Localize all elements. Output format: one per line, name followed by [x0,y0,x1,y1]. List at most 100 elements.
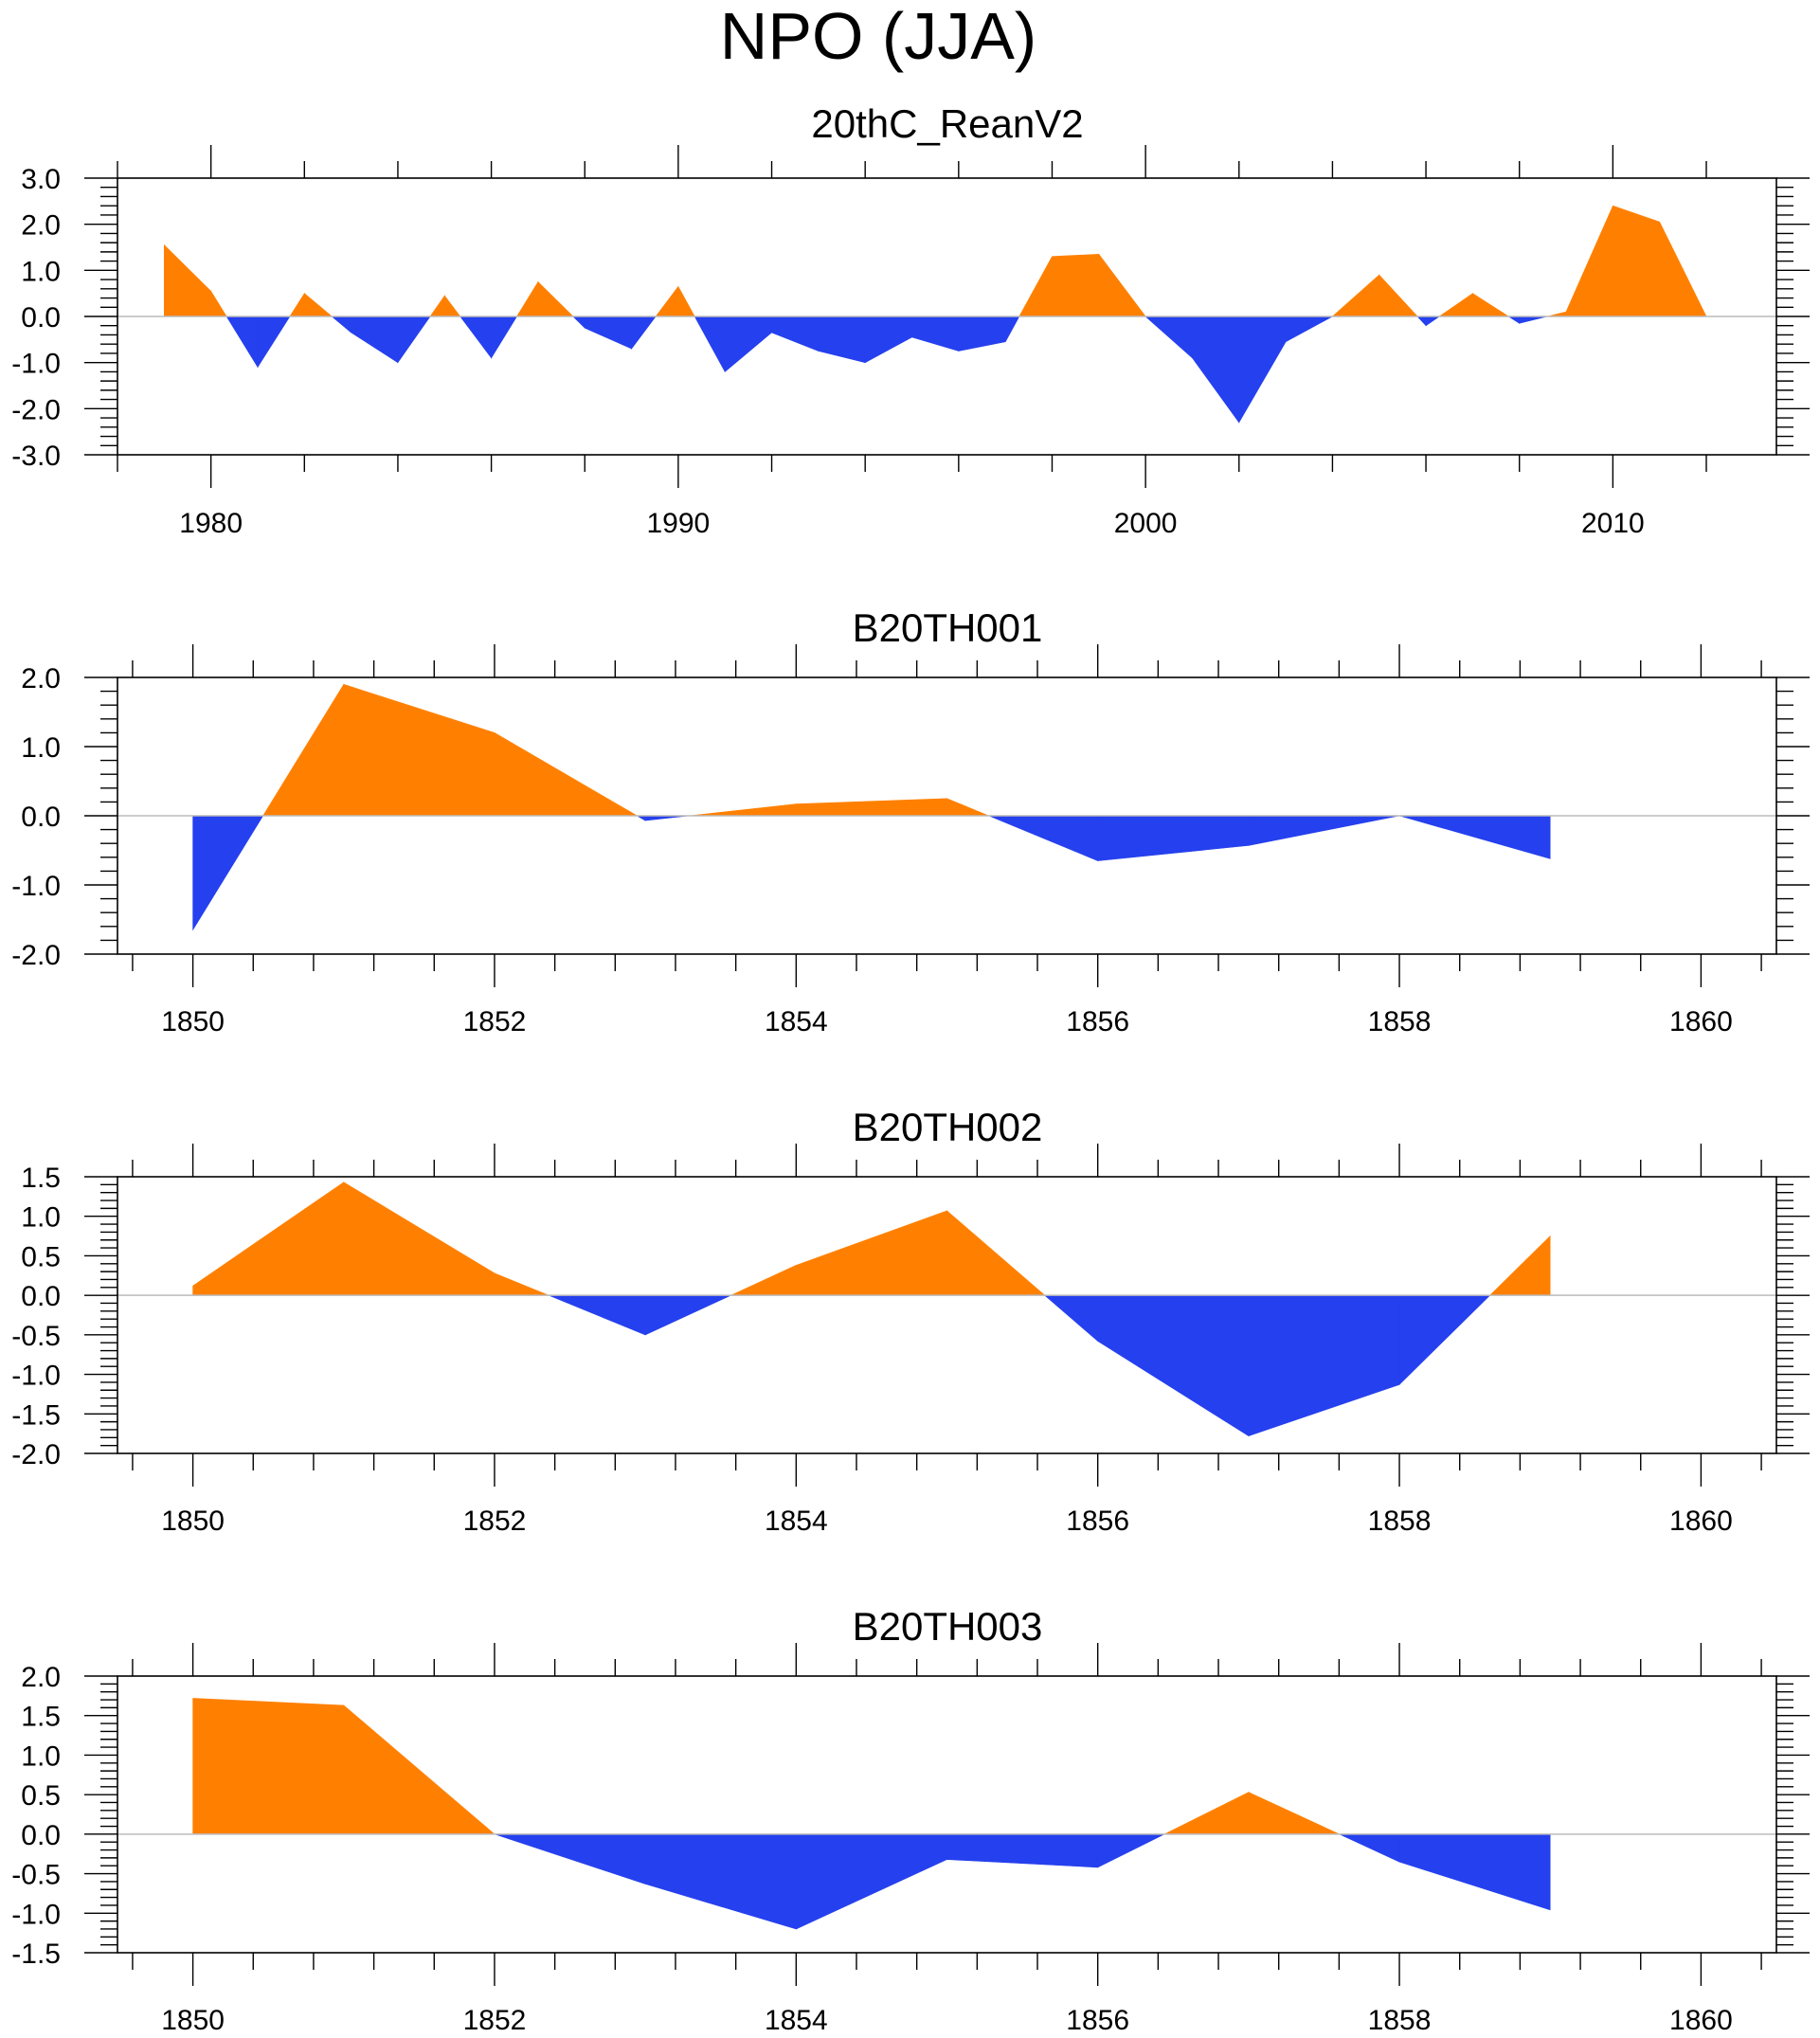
positive-area [795,1210,947,1296]
x-tick-label: 2010 [1581,508,1645,539]
negative-area [1097,1294,1250,1437]
negative-area [724,316,772,373]
negative-area [1425,316,1441,327]
plot-frame [117,1675,1777,1954]
negative-area [631,316,657,351]
x-tick-label: 1856 [1066,1006,1129,1037]
negative-area [958,316,1006,352]
positive-area [1018,256,1053,317]
x-tick-label: 1858 [1368,2005,1432,2036]
y-tick-label: 2.0 [21,1662,61,1693]
x-tick-label: 1860 [1669,1006,1733,1037]
panel-title: 20thC_ReanV2 [811,101,1083,146]
positive-area [164,243,211,317]
y-tick-label: -1.5 [11,1399,61,1431]
positive-area [289,292,305,317]
positive-area [262,683,345,817]
negative-area [1248,815,1400,846]
positive-area [689,803,797,817]
x-tick-label: 1854 [765,2005,828,2036]
y-tick-label: -1.0 [11,871,61,902]
negative-area [644,1294,731,1336]
x-tick-label: 1854 [765,1506,828,1537]
negative-area [1144,316,1193,359]
y-tick-label: -2.0 [11,940,61,971]
y-tick-label: -3.0 [11,441,61,472]
positive-area [1472,293,1510,317]
negative-area [1398,1294,1491,1386]
positive-area [1488,1235,1551,1296]
x-tick-label: 1852 [463,1506,527,1537]
positive-area [1565,206,1613,317]
negative-area [1192,316,1240,424]
positive-area [1248,1792,1340,1835]
negative-area [1519,316,1548,324]
negative-area [911,316,960,352]
panel-b20th001: B20TH001 1850 1852 1854 1856 1858 1860 -2.0 -1.… [11,605,1810,1037]
positive-area [946,798,989,817]
negative-area [225,316,259,369]
plot-frame [117,1176,1777,1454]
positive-area [1659,222,1707,317]
y-tick-label: 0.0 [21,1820,61,1851]
negative-area [644,1833,797,1930]
y-tick-label: 0.0 [21,802,61,833]
negative-area [1285,316,1333,343]
x-tick-label: 1852 [463,1006,527,1037]
x-tick-label: 1850 [161,2005,225,2036]
y-tick-label: -2.0 [11,394,61,425]
positive-area [429,295,445,317]
y-tick-label: -0.5 [11,1860,61,1891]
positive-area [343,1181,496,1296]
negative-area [1398,1833,1551,1911]
figure-title: NPO (JJA) [720,0,1036,73]
y-tick-label: 2.0 [21,663,61,694]
positive-area [677,286,695,317]
negative-area [644,815,690,821]
negative-area [1507,316,1520,324]
positive-area [443,295,461,317]
positive-area [192,1698,345,1835]
y-tick-label: -0.5 [11,1321,61,1352]
negative-area [351,316,399,364]
y-tick-label: 2.0 [21,210,61,242]
x-tick-label: 1860 [1669,2005,1733,2036]
negative-area [1043,1294,1098,1343]
positive-area [303,293,333,317]
y-tick-label: -2.0 [11,1439,61,1470]
negative-area [946,1833,1098,1868]
negative-area [694,316,726,372]
y-tick-label: -1.5 [11,1939,61,1970]
negative-area [1339,1833,1400,1863]
panel-b20th002: B20TH002 1850 1852 1854 1856 1858 1860 -2.0 -1.… [11,1105,1810,1537]
negative-area [818,316,866,364]
x-tick-label: 1858 [1368,1006,1432,1037]
negative-area [460,316,492,359]
negative-area [988,815,1098,861]
y-tick-label: 1.5 [21,1163,61,1194]
negative-area [331,316,351,334]
positive-area [1163,1792,1250,1835]
negative-area [636,815,646,821]
panel-title: B20TH002 [853,1105,1043,1149]
positive-area [515,280,539,317]
y-tick-label: 1.0 [21,1740,61,1772]
x-tick-label: 1852 [463,2005,527,2036]
x-tick-label: 1980 [179,508,243,539]
y-tick-label: 1.0 [21,1202,61,1234]
negative-area [572,316,586,329]
y-tick-label: 3.0 [21,164,61,195]
negative-area [1238,316,1287,424]
panel-b20th003: B20TH003 1850 1852 1854 1856 1858 1860 -1.5 -1.… [11,1604,1810,2036]
negative-area [584,316,632,350]
y-tick-label: 0.0 [21,1281,61,1312]
y-tick-label: -1.0 [11,1361,61,1392]
x-tick-label: 1854 [765,1006,828,1037]
negative-area [257,316,291,369]
x-tick-label: 1856 [1066,2005,1129,2036]
x-tick-label: 1850 [161,1506,225,1537]
positive-area [343,1704,496,1835]
x-tick-label: 1858 [1368,1506,1432,1537]
y-tick-label: 1.0 [21,732,61,764]
